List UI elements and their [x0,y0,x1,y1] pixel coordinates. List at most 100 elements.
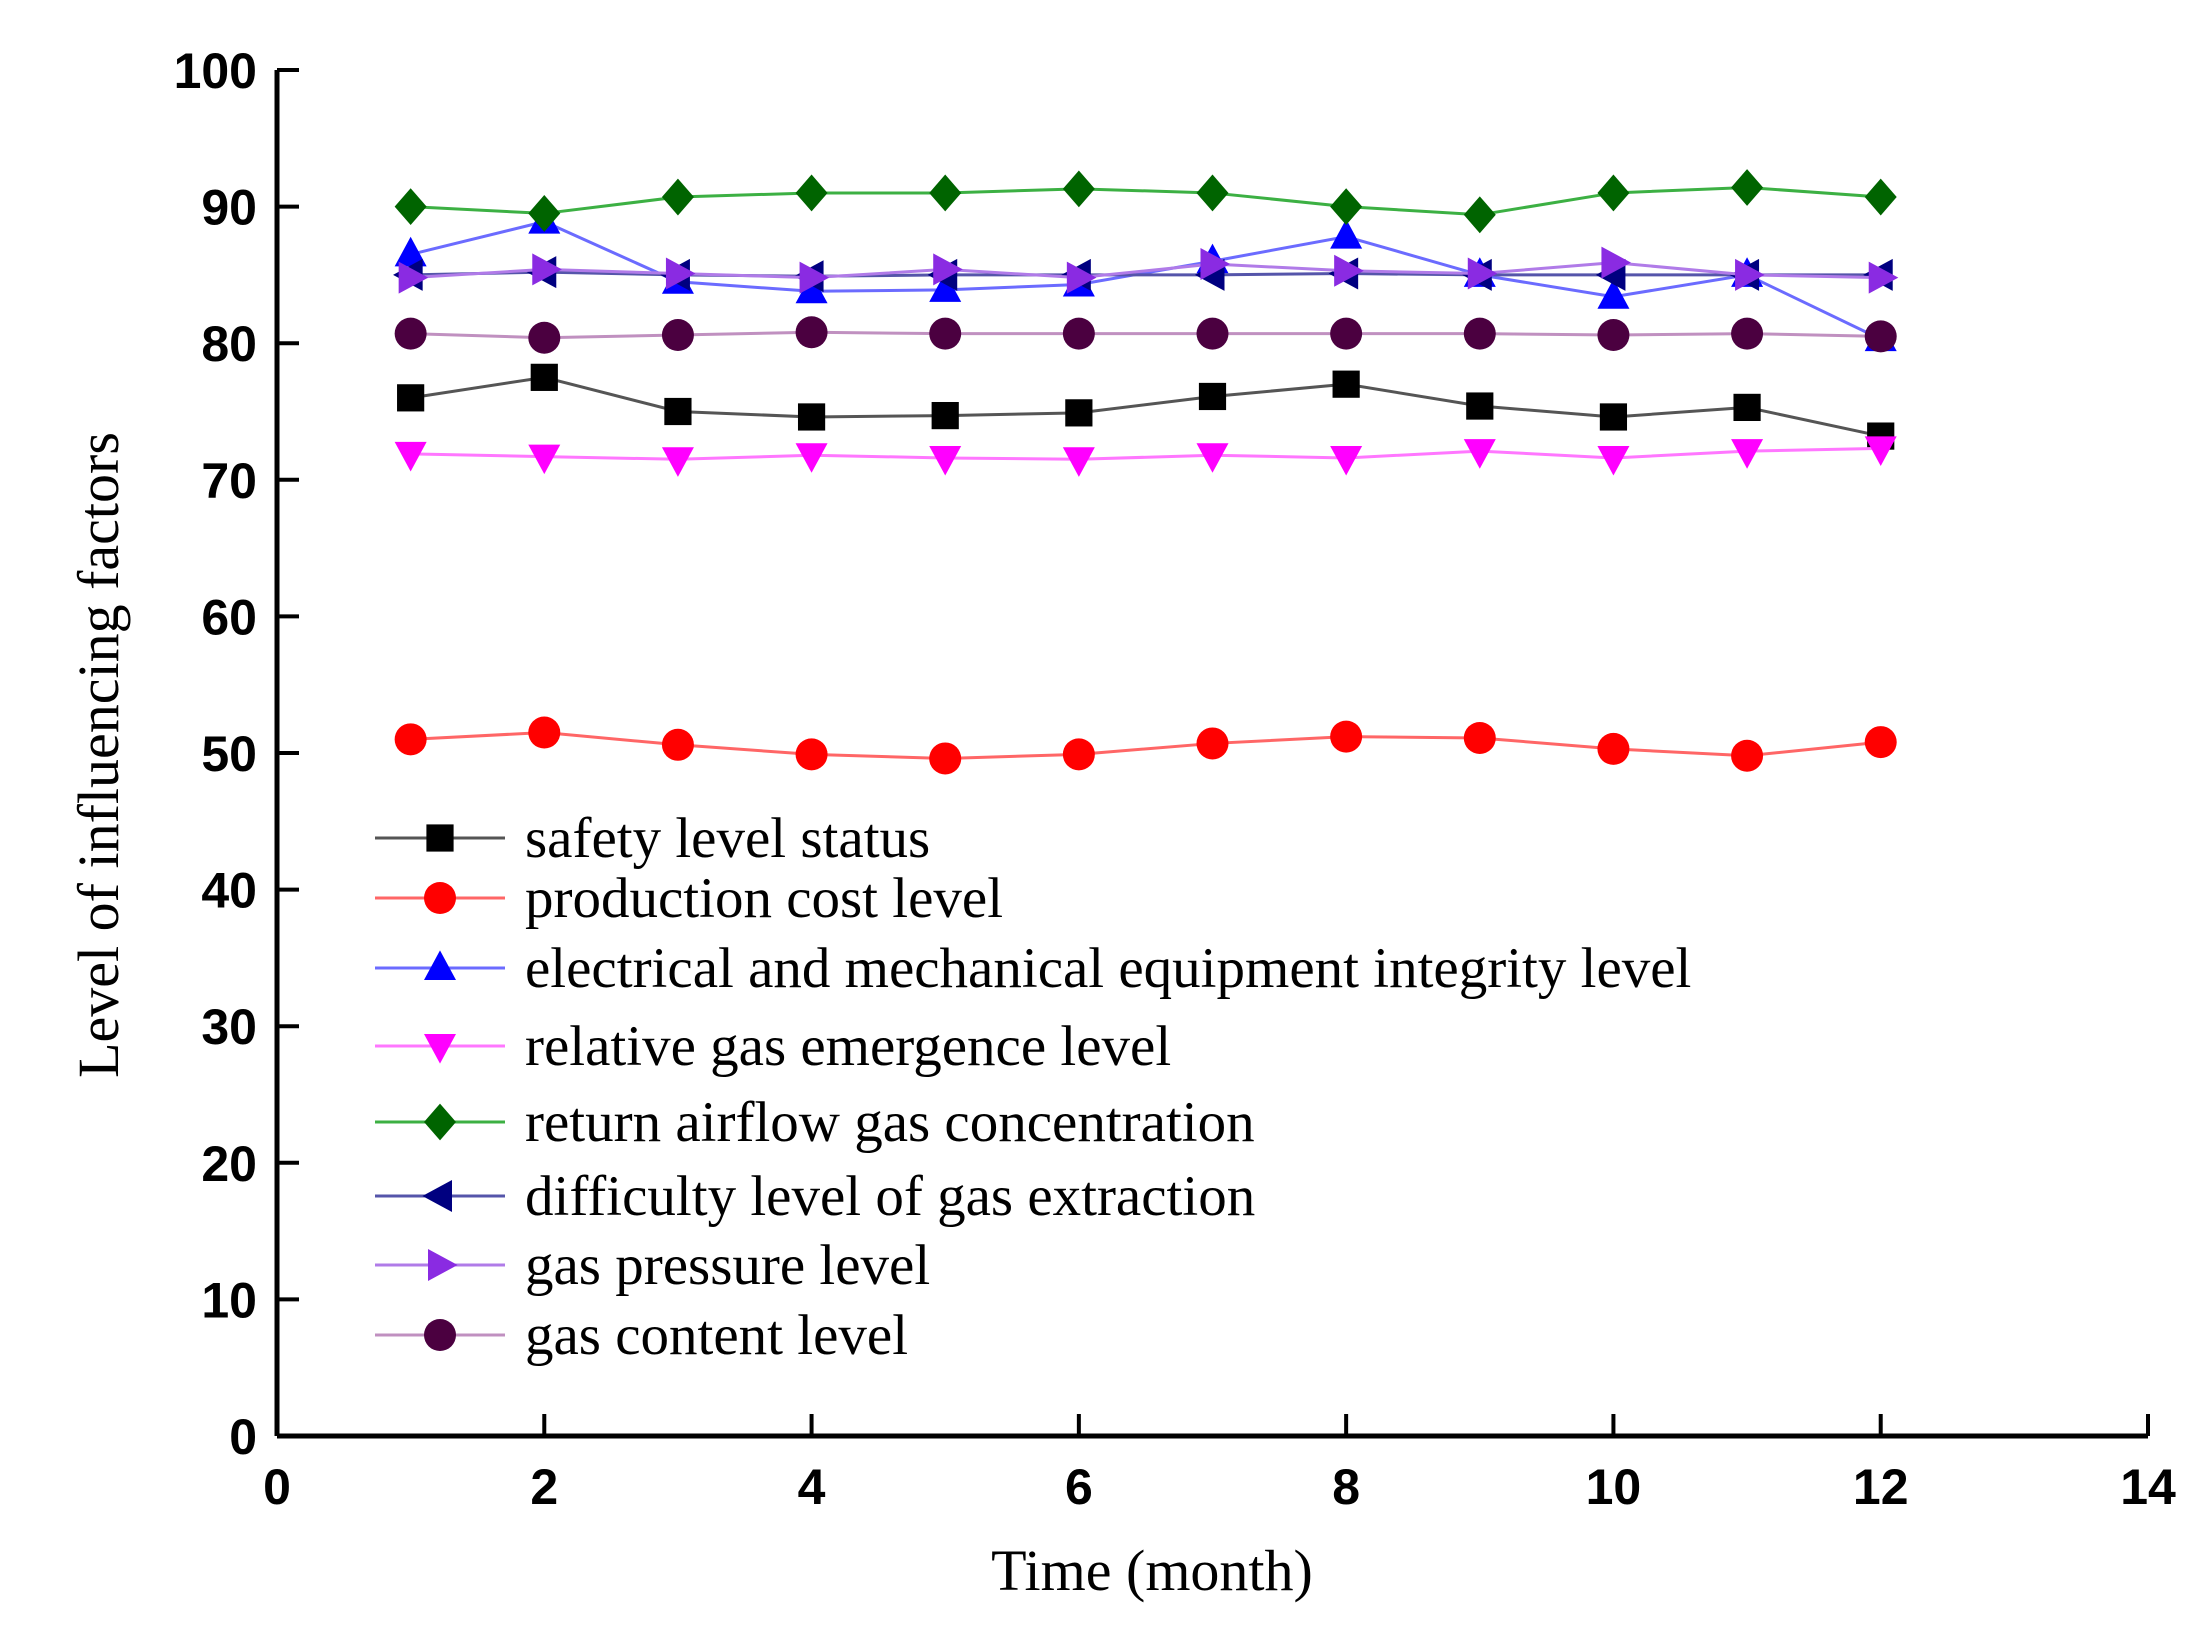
data-point [795,316,828,349]
data-point [929,742,962,775]
data-point [1463,439,1496,469]
series-line [410,375,1882,438]
data-point [799,261,830,294]
data-point [1198,382,1227,411]
legend-label: return airflow gas concentration [525,1091,1255,1154]
data-point [397,384,425,412]
series-0 [397,363,1895,450]
data-point [1330,219,1363,249]
data-point [661,319,694,352]
series-line [410,731,1881,760]
data-point [1733,393,1761,422]
legend-marker [424,1034,456,1064]
y-tick-label: 90 [201,180,257,236]
data-point [1864,320,1897,353]
data-point [661,728,694,761]
legend-marker [422,1180,452,1212]
data-point [929,317,962,350]
x-tick-label: 4 [798,1459,826,1515]
series-line [410,270,1881,278]
y-tick-label: 80 [201,316,257,372]
y-tick-label: 50 [201,726,257,782]
legend-label: difficulty level of gas extraction [525,1165,1255,1228]
legend-entry: electrical and mechanical equipment inte… [375,937,1691,1000]
legend-marker [424,882,456,914]
series-layer [393,169,1899,775]
legend-entry: production cost level [375,867,1003,930]
series-4 [394,169,1897,234]
legend-entry: return airflow gas concentration [375,1091,1255,1154]
data-point [532,253,562,286]
data-point [1196,317,1229,350]
data-point [795,443,828,473]
data-point [1597,174,1630,212]
y-tick-label: 10 [201,1272,257,1328]
legend-marker [426,824,454,852]
data-point [1196,727,1229,760]
x-tick-label: 6 [1065,1459,1093,1515]
data-point [394,188,427,225]
data-point [530,363,558,391]
data-point [1597,732,1630,765]
y-tick-label: 60 [201,589,257,645]
x-tick-label: 14 [2120,1459,2176,1515]
series-line [410,220,1882,341]
data-point [528,321,561,354]
legend-label: production cost level [525,867,1003,930]
data-point [1731,169,1764,206]
x-tick-label: 10 [1586,1459,1642,1515]
data-point [795,174,828,212]
data-point [1735,258,1765,291]
data-point [797,403,826,431]
legend-entry: relative gas emergence level [375,1015,1171,1078]
data-point [1065,399,1093,427]
data-point [1196,443,1229,473]
series-7 [394,316,1897,354]
legend-label: relative gas emergence level [525,1015,1171,1078]
legend-entry: safety level status [375,807,930,870]
data-point [1334,254,1364,287]
data-point [1062,738,1095,771]
data-point [664,397,692,426]
data-point [1463,196,1496,234]
axes: 0 10 20 30 40 50 60 70 80 90 100 0 2 4 6 8 10 12 14 [174,43,2176,1515]
x-tick-label: 0 [263,1459,291,1515]
data-point [1864,726,1897,759]
data-point [1731,317,1764,350]
y-tick-label: 0 [229,1409,257,1465]
data-point [1864,436,1897,466]
series-line [410,261,1881,280]
y-tick-label: 100 [174,43,257,99]
data-point [1731,439,1764,469]
data-point [1466,392,1494,420]
legend-label: gas pressure level [525,1234,930,1297]
data-point [1597,445,1630,476]
x-axis-label: Time (month) [991,1538,1313,1603]
series-line [410,185,1881,217]
data-point [1200,247,1231,280]
data-point [528,716,561,749]
data-point [1463,317,1496,350]
series-1 [394,716,1897,775]
data-point [795,273,828,304]
data-point [933,253,963,286]
data-point [1864,178,1897,216]
data-point [398,261,429,294]
data-point [1330,188,1363,225]
legend-label: gas content level [525,1304,908,1367]
legend-entry: gas content level [375,1304,908,1367]
data-point [394,441,427,472]
data-point [1196,174,1229,212]
data-point [1597,319,1630,352]
data-point [394,317,427,350]
data-point [1330,445,1363,476]
data-point [1731,739,1764,772]
data-point [1868,261,1899,294]
y-tick-label: 70 [201,453,257,509]
data-point [661,178,694,216]
series-3 [394,436,1897,477]
x-tick-label: 8 [1332,1459,1360,1515]
